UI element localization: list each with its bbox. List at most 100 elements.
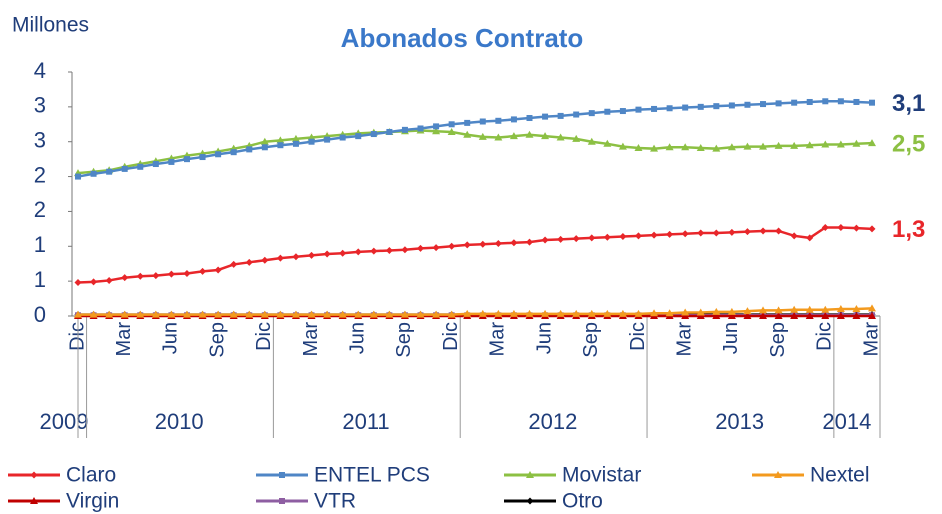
point [588, 110, 595, 117]
x-tick-label: Dic [440, 322, 462, 351]
point [199, 267, 207, 275]
point [665, 309, 674, 317]
point [852, 312, 861, 319]
point [666, 230, 674, 238]
point [526, 497, 534, 505]
point [354, 248, 362, 256]
point [182, 310, 191, 318]
point [261, 256, 269, 264]
point [728, 102, 735, 109]
point [136, 310, 145, 318]
series-line [77, 100, 873, 178]
point [260, 137, 269, 145]
end-label: 2,5 [892, 130, 925, 157]
point [868, 225, 876, 233]
point [230, 149, 237, 156]
point [682, 104, 689, 111]
point [759, 142, 768, 150]
y-tick-label: 3 [34, 93, 46, 118]
point [619, 233, 627, 241]
point [603, 139, 612, 147]
point [728, 228, 736, 236]
point [463, 309, 472, 317]
point [478, 309, 487, 317]
point [526, 471, 534, 478]
series: 3,1 [75, 90, 925, 180]
point [587, 309, 596, 317]
point [634, 143, 643, 151]
point [510, 239, 518, 247]
point [525, 238, 533, 246]
point [494, 309, 503, 317]
point [152, 161, 159, 168]
point [525, 130, 534, 138]
point [868, 139, 876, 147]
point [152, 272, 160, 280]
legend-label: Otro [562, 490, 603, 513]
point [869, 99, 875, 106]
x-tick-label: Dic [253, 322, 275, 351]
point [494, 239, 502, 247]
x-tick-label: Mar [113, 322, 135, 357]
point [167, 270, 175, 278]
point [246, 146, 253, 153]
point [447, 310, 456, 318]
x-tick-label: Dic [814, 322, 836, 351]
point [168, 158, 175, 165]
point [619, 108, 626, 115]
point [836, 312, 845, 319]
x-tick-label: Jun [533, 322, 555, 354]
point [650, 309, 659, 317]
point [183, 156, 190, 163]
point [276, 310, 285, 318]
point [90, 170, 97, 177]
point [603, 309, 612, 317]
point [120, 310, 129, 318]
y-tick-label: 0 [34, 302, 46, 327]
point [510, 116, 517, 123]
point [775, 227, 783, 235]
legend-label: Claro [66, 464, 116, 487]
point [339, 249, 347, 257]
point [433, 123, 440, 130]
x-tick-label: Sep [206, 322, 228, 358]
point [478, 132, 487, 140]
point [541, 309, 550, 317]
point [542, 113, 549, 120]
point [821, 312, 830, 319]
point [572, 134, 581, 142]
point [323, 250, 331, 258]
point [635, 106, 642, 113]
point [167, 310, 176, 318]
x-tick-label: Sep [580, 322, 602, 358]
point [727, 143, 736, 151]
point [541, 132, 550, 140]
point [526, 115, 533, 122]
point [151, 310, 160, 318]
point [821, 305, 830, 313]
x-tick-label: Dic [627, 322, 649, 351]
x-tick-label: Jun [720, 322, 742, 354]
point [790, 312, 799, 319]
point [852, 224, 860, 232]
x-tick-label: Mar [487, 322, 509, 357]
point [463, 130, 472, 138]
point [260, 310, 269, 318]
point [634, 309, 643, 317]
point [30, 497, 38, 504]
point [775, 100, 782, 107]
point [199, 154, 206, 161]
point [385, 310, 394, 318]
y-tick-label: 2 [34, 197, 46, 222]
point [447, 127, 456, 135]
point [494, 133, 503, 141]
point [774, 306, 783, 314]
legend-label: ENTEL PCS [314, 464, 430, 487]
point [774, 312, 783, 319]
series [74, 304, 876, 318]
point [852, 139, 861, 147]
x-tick-label: Sep [393, 322, 415, 358]
point [805, 305, 814, 313]
point [618, 309, 627, 317]
